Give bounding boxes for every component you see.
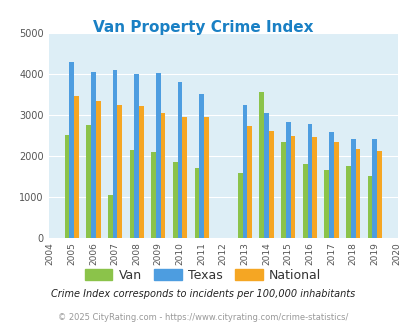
Bar (199, 94, 204, 238)
Bar (182, 117, 187, 238)
Bar (259, 92, 264, 238)
Bar (194, 168, 199, 238)
Bar (151, 152, 156, 238)
Bar (302, 164, 307, 238)
Bar (108, 195, 112, 238)
Bar (64, 135, 69, 238)
Bar (129, 149, 134, 238)
Bar (269, 131, 273, 238)
Bar (173, 162, 177, 238)
Bar (324, 170, 328, 238)
Bar (242, 105, 247, 238)
Bar (328, 132, 333, 238)
Bar (156, 73, 160, 238)
Bar (264, 113, 269, 238)
Bar (134, 74, 139, 238)
Bar (367, 176, 371, 238)
Bar (376, 150, 381, 238)
Bar (285, 122, 290, 238)
Bar (350, 139, 355, 238)
Bar (307, 124, 311, 238)
Text: Van Property Crime Index: Van Property Crime Index (92, 20, 313, 35)
Bar (345, 166, 350, 238)
Bar (69, 62, 74, 238)
Legend: Van, Texas, National: Van, Texas, National (80, 264, 325, 287)
Bar (117, 105, 122, 238)
Bar (139, 106, 143, 238)
Bar (333, 143, 338, 238)
Bar (86, 125, 91, 238)
Text: © 2025 CityRating.com - https://www.cityrating.com/crime-statistics/: © 2025 CityRating.com - https://www.city… (58, 313, 347, 322)
Bar (96, 101, 100, 238)
Bar (247, 126, 252, 238)
Bar (91, 72, 96, 238)
Bar (371, 139, 376, 238)
Bar (204, 117, 208, 238)
Bar (160, 113, 165, 238)
Bar (355, 148, 360, 238)
Bar (237, 173, 242, 238)
Bar (177, 82, 182, 238)
Bar (290, 136, 295, 238)
Bar (112, 70, 117, 238)
Bar (311, 137, 316, 238)
Bar (74, 96, 79, 238)
Bar (280, 143, 285, 238)
Text: Crime Index corresponds to incidents per 100,000 inhabitants: Crime Index corresponds to incidents per… (51, 289, 354, 299)
